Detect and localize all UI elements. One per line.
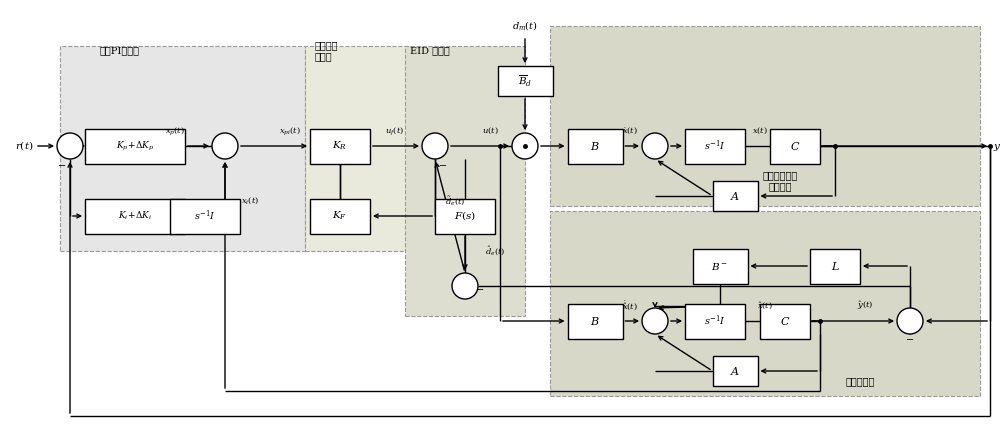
Circle shape [512,133,538,159]
Bar [310,199,370,233]
Text: $K_R$: $K_R$ [332,140,348,152]
Text: $-$: $-$ [905,334,915,343]
Bar [770,129,820,164]
Bar [685,129,745,164]
Text: $x(t)$: $x(t)$ [752,126,768,136]
Bar [60,46,305,251]
Bar [305,46,410,251]
Text: 模糊PI控制器: 模糊PI控制器 [100,46,140,55]
Bar [692,248,748,283]
Text: 状态反馈
控制器: 状态反馈 控制器 [315,41,338,60]
Text: $F(s)$: $F(s)$ [454,210,476,222]
Text: $-$: $-$ [475,283,485,293]
Text: $s^{-1}I$: $s^{-1}I$ [704,139,726,153]
Text: $s^{-1}I$: $s^{-1}I$ [704,314,726,328]
Circle shape [57,133,83,159]
Text: $C$: $C$ [780,315,790,327]
Text: $A$: $A$ [730,365,740,377]
Text: $K_i\!+\!\Delta K_i$: $K_i\!+\!\Delta K_i$ [118,210,152,222]
Bar [405,46,525,316]
Text: EID 估计器: EID 估计器 [410,46,450,55]
Text: $x_p(t)$: $x_p(t)$ [165,125,185,137]
Text: $\dot{x}(t)$: $\dot{x}(t)$ [622,126,638,136]
Bar [712,181,758,211]
Bar [760,303,810,339]
Bar [568,129,622,164]
Bar [550,26,980,206]
Bar [568,303,622,339]
Text: $u(t)$: $u(t)$ [482,126,498,136]
Text: $B$: $B$ [590,315,600,327]
Text: $r(t)$: $r(t)$ [15,140,34,153]
Text: $\tilde{d}_e(t)$: $\tilde{d}_e(t)$ [445,195,465,207]
Text: $\dot{\hat{x}}(t)$: $\dot{\hat{x}}(t)$ [622,299,638,312]
Circle shape [897,308,923,334]
Circle shape [642,133,668,159]
Text: $-$: $-$ [438,159,448,169]
Text: $u_f(t)$: $u_f(t)$ [385,125,405,137]
Circle shape [422,133,448,159]
Text: 永磁同步电机
空间方程: 永磁同步电机 空间方程 [762,172,798,191]
Bar [810,248,860,283]
Bar [550,211,980,396]
Text: $B^-$: $B^-$ [711,261,729,271]
Text: $A$: $A$ [730,190,740,202]
Text: $C$: $C$ [790,140,800,152]
Circle shape [642,308,668,334]
Text: $y(t)$: $y(t)$ [993,139,1000,153]
Text: $B$: $B$ [590,140,600,152]
Text: $\hat{y}(t)$: $\hat{y}(t)$ [857,300,873,312]
Bar [85,199,185,233]
Bar [685,303,745,339]
Text: $-$: $-$ [57,159,67,169]
Text: $s^{-1}I$: $s^{-1}I$ [194,209,216,223]
Text: $\overline{B}_d$: $\overline{B}_d$ [518,73,532,89]
Text: $K_F$: $K_F$ [332,210,348,222]
Text: $\hat{x}(t)$: $\hat{x}(t)$ [757,301,773,311]
Circle shape [452,273,478,299]
Circle shape [212,133,238,159]
Text: $L$: $L$ [831,260,839,272]
Text: $d_m(t)$: $d_m(t)$ [512,20,538,32]
Text: $x_i(t)$: $x_i(t)$ [241,196,259,206]
Text: $x_{pi}(t)$: $x_{pi}(t)$ [279,125,301,137]
Bar [712,356,758,386]
Text: $K_p\!+\!\Delta K_p$: $K_p\!+\!\Delta K_p$ [116,139,154,153]
Bar [170,199,240,233]
Bar [435,199,495,233]
Bar [498,66,552,96]
Text: $\hat{d}_e(t)$: $\hat{d}_e(t)$ [485,245,505,257]
Bar [85,129,185,164]
Bar [310,129,370,164]
Text: 状态观测器: 状态观测器 [845,377,875,386]
